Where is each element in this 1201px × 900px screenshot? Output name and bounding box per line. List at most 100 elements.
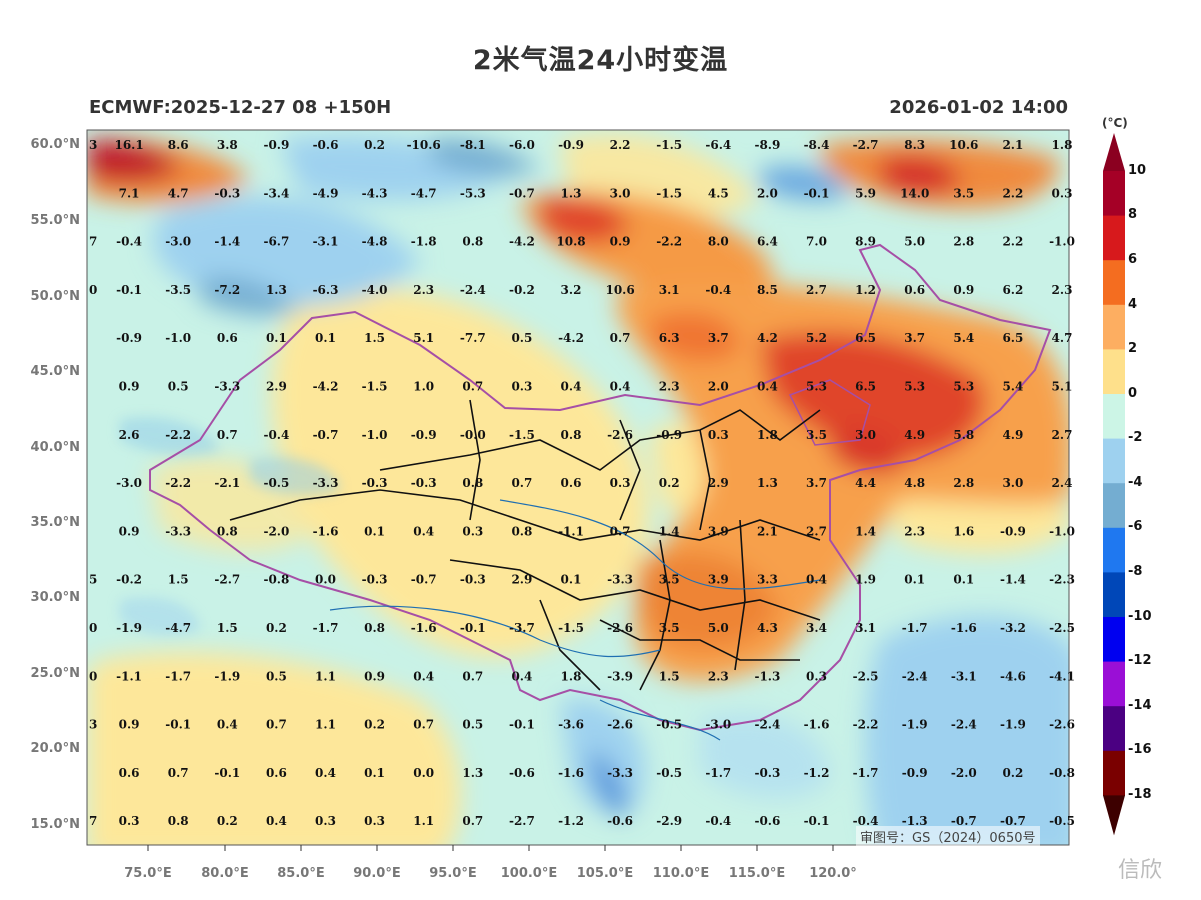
grid-value: -0.2 — [509, 283, 535, 297]
grid-value: 3.5 — [806, 428, 827, 442]
grid-value: -1.0 — [1049, 235, 1075, 249]
map-title: 2米气温24小时变温 — [472, 45, 729, 76]
grid-value: 1.5 — [217, 621, 238, 635]
grid-value: 2.6 — [119, 428, 140, 442]
colorbar-unit: (°C) — [1102, 116, 1128, 130]
grid-value: 8.9 — [855, 235, 876, 249]
lat-label-50: 50.0°N — [30, 289, 80, 304]
grid-value: -2.5 — [853, 669, 879, 683]
grid-value: 0.3 — [511, 380, 532, 394]
grid-value: -4.2 — [509, 235, 535, 249]
grid-value: 0 — [89, 283, 97, 297]
grid-value: 0.2 — [659, 476, 680, 490]
grid-value: 0.5 — [266, 669, 287, 683]
grid-value: 5.3 — [953, 380, 974, 394]
grid-value: 0.2 — [364, 138, 385, 152]
grid-value: -3.6 — [558, 718, 584, 732]
grid-value: -4.3 — [362, 186, 388, 200]
lon-label-80: 80.0°E — [201, 866, 249, 881]
grid-value: -0.3 — [754, 766, 780, 780]
grid-value: 0.4 — [413, 524, 434, 538]
grid-value: 5.4 — [1002, 380, 1023, 394]
grid-value: -4.8 — [362, 235, 388, 249]
grid-value: 0.6 — [904, 283, 925, 297]
grid-value: 5 — [89, 573, 97, 587]
grid-value: -4.0 — [362, 283, 388, 297]
grid-value: 2.3 — [708, 669, 729, 683]
grid-value: 4.4 — [855, 476, 876, 490]
grid-value: 3 — [89, 718, 97, 732]
grid-value: -3.0 — [705, 718, 731, 732]
grid-value: 0.3 — [364, 814, 385, 828]
grid-value: 5.1 — [1052, 380, 1073, 394]
grid-value: -3.3 — [165, 524, 191, 538]
grid-value: 0.4 — [610, 380, 631, 394]
grid-value: 3.7 — [708, 331, 729, 345]
grid-value: 0.5 — [462, 718, 483, 732]
lon-label-115: 115.0°E — [728, 866, 786, 881]
grid-value: 1.9 — [855, 573, 876, 587]
grid-value: -8.4 — [804, 138, 830, 152]
grid-value: 0.7 — [610, 331, 631, 345]
grid-value: -7.7 — [460, 331, 486, 345]
grid-value: -1.9 — [1000, 718, 1026, 732]
grid-value: 0 — [89, 669, 97, 683]
grid-value: 0.9 — [610, 235, 631, 249]
grid-value: 3.7 — [806, 476, 827, 490]
grid-value: 0 — [89, 621, 97, 635]
grid-value: 4.2 — [757, 331, 778, 345]
colorbar-segment — [1103, 572, 1125, 618]
grid-value: -0.9 — [263, 138, 289, 152]
lat-label-15: 15.0°N — [30, 817, 80, 832]
grid-value: -0.1 — [116, 283, 142, 297]
grid-value: -3.3 — [214, 380, 240, 394]
grid-value: 6.5 — [1002, 331, 1023, 345]
grid-value: 0.4 — [315, 766, 336, 780]
grid-value: -8.1 — [460, 138, 486, 152]
grid-value: 0.3 — [1052, 186, 1073, 200]
grid-value: -1.7 — [165, 669, 191, 683]
china-border — [149, 243, 1052, 732]
grid-value: 5.8 — [953, 428, 974, 442]
colorbar-tick: 8 — [1128, 207, 1138, 222]
colorbar-tick: 0 — [1128, 386, 1138, 401]
grid-value: -2.5 — [1049, 621, 1075, 635]
grid-value: -6.3 — [313, 283, 339, 297]
grid-value: 2.1 — [1002, 138, 1023, 152]
grid-value: 3.1 — [659, 283, 680, 297]
grid-value: 2.3 — [904, 524, 925, 538]
colorbar-tick: -6 — [1128, 519, 1143, 534]
grid-value: 0.3 — [315, 814, 336, 828]
grid-value: 5.0 — [904, 235, 925, 249]
valid-time-label: 2026-01-02 14:00 — [889, 97, 1068, 118]
grid-value: -0.5 — [263, 476, 289, 490]
colorbar-segment — [1103, 349, 1125, 395]
lon-label-95: 95.0°E — [429, 866, 477, 881]
grid-value: 6.5 — [855, 331, 876, 345]
grid-value: -1.7 — [902, 621, 928, 635]
colorbar-tick: -16 — [1128, 742, 1152, 757]
grid-value: -3.3 — [607, 573, 633, 587]
grid-value: 3.8 — [217, 138, 238, 152]
grid-value: 3.2 — [561, 283, 582, 297]
grid-value: -1.0 — [1049, 524, 1075, 538]
grid-value: 0.8 — [168, 814, 189, 828]
grid-value: 2.2 — [1002, 186, 1023, 200]
grid-value: -4.9 — [313, 186, 339, 200]
grid-value: 0.7 — [462, 814, 483, 828]
grid-value: 0.7 — [462, 669, 483, 683]
grid-value: -0.9 — [116, 331, 142, 345]
grid-value: -0.5 — [656, 766, 682, 780]
grid-value: 0.8 — [462, 476, 483, 490]
colorbar-segment — [1103, 394, 1125, 440]
grid-value: -0.3 — [460, 573, 486, 587]
grid-value: 6.2 — [1002, 283, 1023, 297]
colorbar-tick: 2 — [1128, 341, 1138, 356]
grid-value: -3.4 — [263, 186, 289, 200]
grid-value: -5.3 — [460, 186, 486, 200]
grid-value: -0.4 — [116, 235, 142, 249]
lon-label-100: 100.0°E — [500, 866, 558, 881]
grid-value: 4.9 — [1002, 428, 1023, 442]
lon-label-110: 110.0°E — [652, 866, 710, 881]
grid-value: -1.7 — [313, 621, 339, 635]
